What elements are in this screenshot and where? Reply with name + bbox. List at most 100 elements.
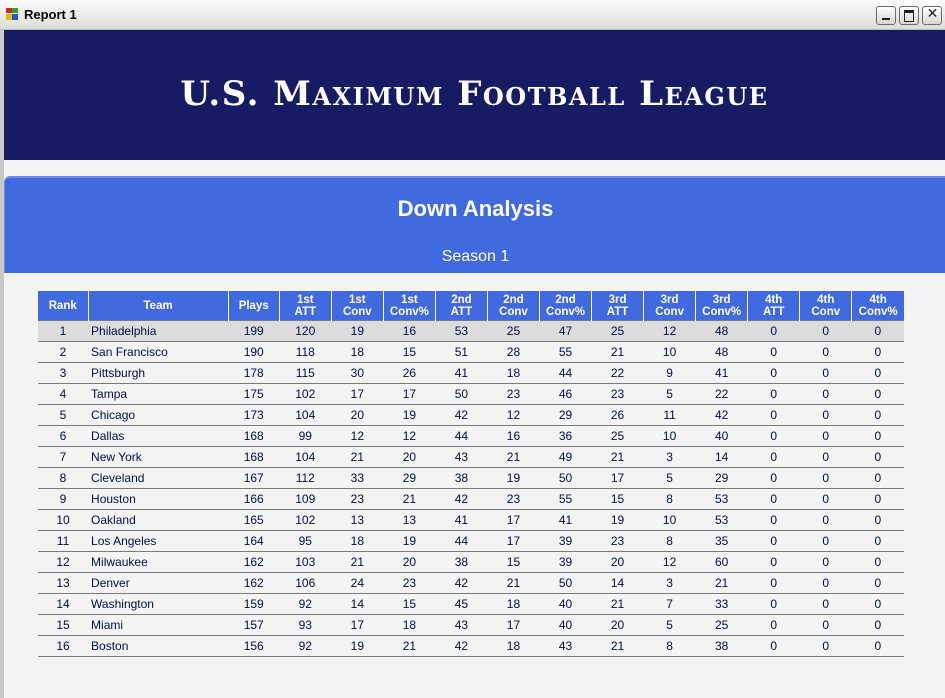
stat-cell: 0 <box>799 362 852 384</box>
stat-cell: 46 <box>539 383 592 405</box>
stat-cell: 165 <box>228 509 280 531</box>
stat-cell: 5 <box>643 614 696 636</box>
rank-cell: 9 <box>38 488 89 510</box>
table-header: Rank Team Plays 1st ATT 1st Conv 1st Conv% 2nd ATT… <box>38 291 904 321</box>
stat-cell: 41 <box>695 362 748 384</box>
stat-cell: 25 <box>487 320 540 342</box>
maximize-button[interactable] <box>899 6 919 25</box>
stat-cell: 0 <box>799 530 852 552</box>
stat-cell: 29 <box>695 467 748 489</box>
rank-cell: 12 <box>38 551 89 573</box>
stat-cell: 173 <box>228 404 280 426</box>
stat-cell: 15 <box>383 593 436 615</box>
stat-cell: 0 <box>747 572 800 594</box>
stat-cell: 19 <box>487 467 540 489</box>
close-icon: ✕ <box>926 6 939 22</box>
stat-cell: 22 <box>695 383 748 405</box>
stat-cell: 23 <box>591 530 644 552</box>
stat-cell: 0 <box>747 404 800 426</box>
stat-cell: 168 <box>228 425 280 447</box>
rank-cell: 2 <box>38 341 89 363</box>
stat-cell: 0 <box>799 425 852 447</box>
stat-cell: 156 <box>228 635 280 657</box>
stat-cell: 53 <box>695 509 748 531</box>
stat-cell: 0 <box>799 320 852 342</box>
stat-cell: 0 <box>747 341 800 363</box>
rank-cell: 7 <box>38 446 89 468</box>
stat-cell: 10 <box>643 509 696 531</box>
stat-cell: 9 <box>643 362 696 384</box>
stat-cell: 23 <box>487 383 540 405</box>
stat-cell: 162 <box>228 572 280 594</box>
stat-cell: 0 <box>851 509 904 531</box>
app-icon[interactable] <box>6 8 19 20</box>
table-row: 14 Washington 159 92 14 15 45 18 40 21 7 33 0 0 0 <box>38 593 904 615</box>
rank-cell: 15 <box>38 614 89 636</box>
rank-cell: 3 <box>38 362 89 384</box>
rank-cell: 11 <box>38 530 89 552</box>
rank-cell: 4 <box>38 383 89 405</box>
minimize-button[interactable] <box>876 6 896 25</box>
column-header-line: 4th <box>817 293 835 306</box>
stat-cell: 14 <box>695 446 748 468</box>
stat-cell: 0 <box>747 509 800 531</box>
stat-cell: 167 <box>228 467 280 489</box>
stat-cell: 21 <box>591 341 644 363</box>
table-row: 4 Tampa 175 102 17 17 50 23 46 23 5 22 0 0 0 <box>38 383 904 405</box>
stat-cell: 41 <box>435 362 488 384</box>
stat-cell: 26 <box>591 404 644 426</box>
team-cell: New York <box>88 446 229 468</box>
window-left-border <box>0 30 4 698</box>
column-header-line: Conv <box>342 305 372 318</box>
stat-cell: 164 <box>228 530 280 552</box>
stat-cell: 93 <box>279 614 332 636</box>
stat-cell: 0 <box>851 488 904 510</box>
close-button[interactable]: ✕ <box>922 6 942 25</box>
stat-cell: 0 <box>747 320 800 342</box>
column-header: 4th ATT <box>747 291 800 321</box>
stat-cell: 42 <box>435 404 488 426</box>
stat-cell: 43 <box>539 635 592 657</box>
column-header-line: 3rd <box>712 293 731 306</box>
window-title: Report 1 <box>24 7 77 22</box>
stat-cell: 103 <box>279 551 332 573</box>
rank-cell: 16 <box>38 635 89 657</box>
column-header: 3rd Conv <box>643 291 696 321</box>
stat-cell: 102 <box>279 509 332 531</box>
stat-cell: 43 <box>435 614 488 636</box>
stat-cell: 40 <box>539 593 592 615</box>
stat-cell: 3 <box>643 572 696 594</box>
team-cell: Tampa <box>88 383 229 405</box>
table-row: 16 Boston 156 92 19 21 42 18 43 21 8 38 0 0 0 <box>38 635 904 657</box>
stat-cell: 25 <box>695 614 748 636</box>
column-header: 3rd ATT <box>591 291 644 321</box>
table-row: 8 Cleveland 167 112 33 29 38 19 50 17 5 29 0 0 0 <box>38 467 904 489</box>
stat-cell: 19 <box>331 320 384 342</box>
column-header-line: Rank <box>48 299 77 312</box>
column-header: 2nd ATT <box>434 291 488 321</box>
column-header-line: Conv <box>811 305 841 318</box>
stat-cell: 39 <box>539 530 592 552</box>
column-header-line: ATT <box>606 305 629 318</box>
stat-cell: 17 <box>331 614 384 636</box>
column-header-line: 2nd <box>451 293 472 306</box>
stat-cell: 18 <box>331 341 384 363</box>
team-cell: Pittsburgh <box>88 362 229 384</box>
stat-cell: 30 <box>331 362 384 384</box>
stat-cell: 48 <box>695 320 748 342</box>
column-header-line: Conv% <box>389 305 429 318</box>
stat-cell: 29 <box>383 467 436 489</box>
stat-cell: 20 <box>591 551 644 573</box>
rank-cell: 10 <box>38 509 89 531</box>
stat-cell: 15 <box>591 488 644 510</box>
stat-cell: 33 <box>331 467 384 489</box>
stat-cell: 43 <box>435 446 488 468</box>
stat-cell: 53 <box>435 320 488 342</box>
table-row: 11 Los Angeles 164 95 18 19 44 17 39 23 8 35 0 0 0 <box>38 530 904 552</box>
team-cell: Denver <box>88 572 229 594</box>
stat-cell: 8 <box>643 530 696 552</box>
column-header-line: Conv <box>499 305 528 318</box>
team-cell: San Francisco <box>88 341 229 363</box>
stat-cell: 102 <box>279 383 332 405</box>
stat-cell: 25 <box>591 320 644 342</box>
